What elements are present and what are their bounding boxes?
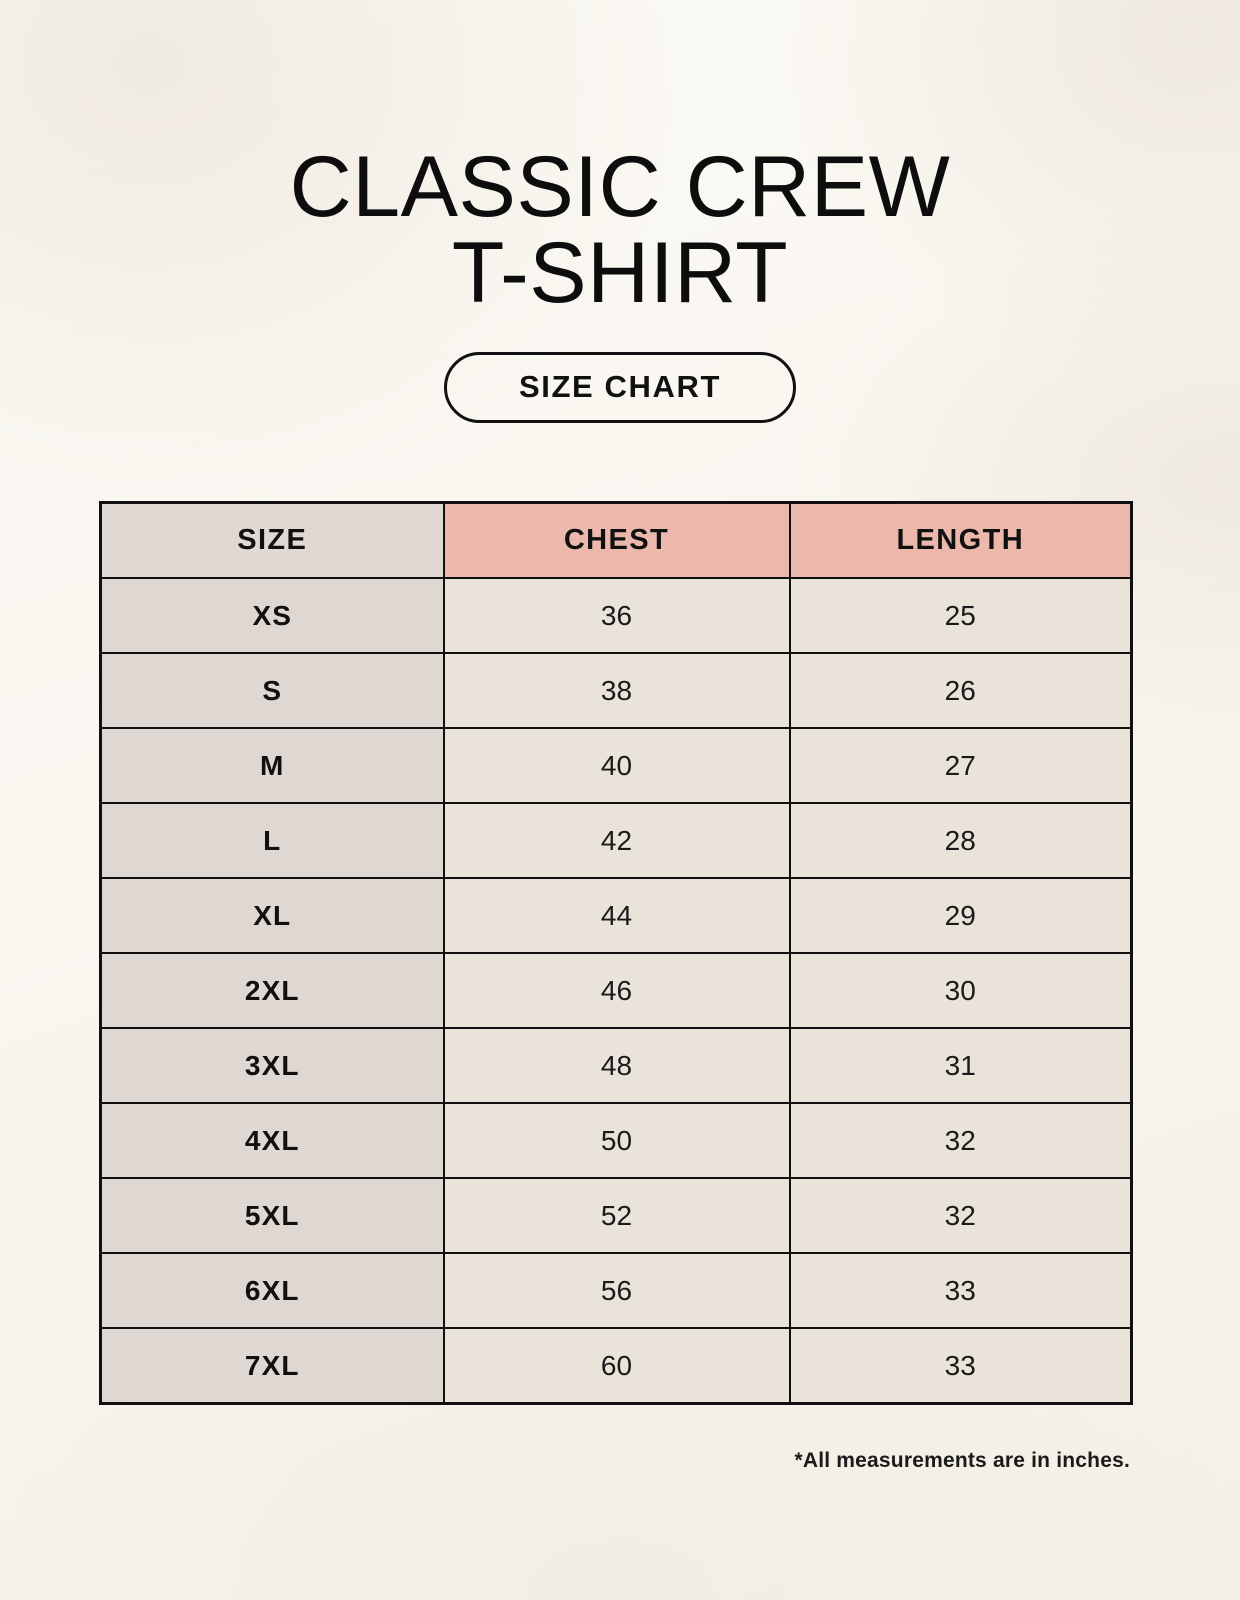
- cell-length: 28: [788, 802, 1133, 879]
- cell-length: 27: [788, 727, 1133, 804]
- size-chart-table: SIZE CHEST LENGTH XS 36 25 S 38 26 M: [99, 501, 1133, 1405]
- table-row: 4XL 50 32: [99, 1102, 1133, 1179]
- cell-size: M: [99, 727, 445, 804]
- cell-length: 32: [788, 1177, 1133, 1254]
- cell-size: L: [99, 802, 445, 879]
- column-header-length: LENGTH: [788, 501, 1133, 579]
- cell-chest: 36: [442, 577, 791, 654]
- table-row: M 40 27: [99, 727, 1133, 804]
- cell-size: XS: [99, 577, 445, 654]
- cell-length: 33: [788, 1327, 1133, 1405]
- measurement-note: *All measurements are in inches.: [794, 1449, 1130, 1472]
- cell-chest: 50: [442, 1102, 791, 1179]
- cell-size: 6XL: [99, 1252, 445, 1329]
- table-row: XS 36 25: [99, 577, 1133, 654]
- cell-length: 33: [788, 1252, 1133, 1329]
- table-row: 7XL 60 33: [99, 1327, 1133, 1405]
- column-header-size: SIZE: [99, 501, 445, 579]
- cell-length: 29: [788, 877, 1133, 954]
- cell-length: 30: [788, 952, 1133, 1029]
- cell-chest: 42: [442, 802, 791, 879]
- cell-length: 32: [788, 1102, 1133, 1179]
- cell-chest: 56: [442, 1252, 791, 1329]
- cell-size: 3XL: [99, 1027, 445, 1104]
- table-header-row: SIZE CHEST LENGTH: [99, 501, 1133, 579]
- size-table-container: SIZE CHEST LENGTH XS 36 25 S 38 26 M: [99, 501, 1133, 1405]
- table-header: SIZE CHEST LENGTH: [99, 501, 1133, 579]
- page-title: CLASSIC CREW T-SHIRT: [289, 138, 951, 321]
- cell-size: 2XL: [99, 952, 445, 1029]
- table-row: 2XL 46 30: [99, 952, 1133, 1029]
- cell-length: 25: [788, 577, 1133, 654]
- badge-container: SIZE CHART: [0, 352, 1240, 423]
- cell-chest: 38: [442, 652, 791, 729]
- cell-size: XL: [99, 877, 445, 954]
- cell-size: 4XL: [99, 1102, 445, 1179]
- cell-length: 31: [788, 1027, 1133, 1104]
- table-row: S 38 26: [99, 652, 1133, 729]
- cell-chest: 44: [442, 877, 791, 954]
- cell-size: S: [99, 652, 445, 729]
- cell-chest: 46: [442, 952, 791, 1029]
- table-row: 6XL 56 33: [99, 1252, 1133, 1329]
- cell-chest: 48: [442, 1027, 791, 1104]
- cell-chest: 52: [442, 1177, 791, 1254]
- size-chart-badge: SIZE CHART: [444, 352, 796, 423]
- table-body: XS 36 25 S 38 26 M 40 27 L 42 28: [99, 577, 1133, 1405]
- cell-chest: 40: [442, 727, 791, 804]
- table-row: XL 44 29: [99, 877, 1133, 954]
- cell-size: 7XL: [99, 1327, 445, 1405]
- cell-length: 26: [788, 652, 1133, 729]
- cell-chest: 60: [442, 1327, 791, 1405]
- column-header-chest: CHEST: [442, 501, 791, 579]
- table-row: L 42 28: [99, 802, 1133, 879]
- cell-size: 5XL: [99, 1177, 445, 1254]
- table-row: 3XL 48 31: [99, 1027, 1133, 1104]
- table-row: 5XL 52 32: [99, 1177, 1133, 1254]
